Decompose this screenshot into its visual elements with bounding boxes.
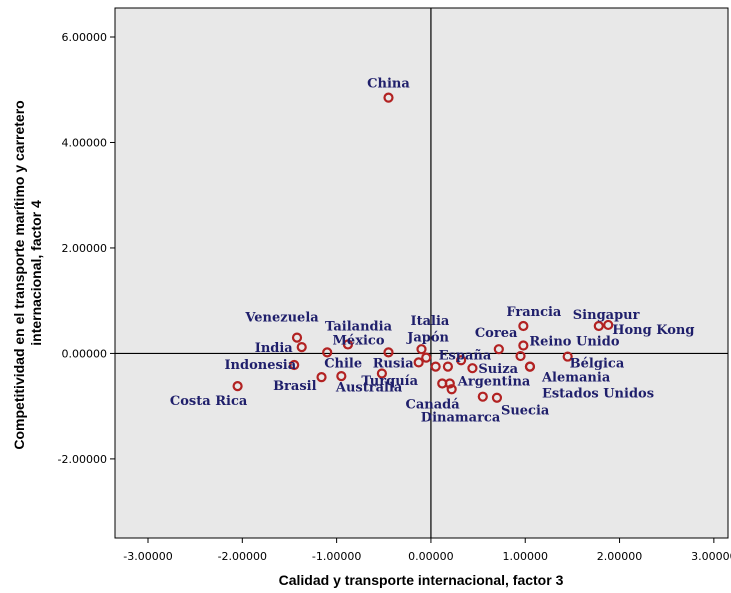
data-point [524, 361, 536, 372]
x-axis: -3.00000 -2.00000 -1.00000 0.00000 1.00000 2.… [123, 538, 731, 563]
point-label: Corea [475, 326, 518, 341]
data-point [562, 351, 573, 362]
plot-area [114, 7, 729, 539]
point-label: India [255, 341, 294, 356]
point-label: Japón [406, 331, 449, 346]
point-label: Venezuela [244, 311, 319, 326]
point-label: Costa Rica [170, 394, 248, 409]
point-label: México [333, 333, 385, 348]
point-label: España [439, 349, 492, 364]
data-point [316, 372, 327, 383]
x-tick-label: 3.00000 [691, 550, 731, 563]
point-label: China [367, 77, 410, 92]
data-point [322, 347, 333, 358]
point-label: Italia [411, 314, 450, 329]
point-label: Alemania [541, 371, 611, 386]
x-tick-label: -2.00000 [218, 550, 267, 563]
point-label: Brasil [273, 379, 317, 394]
point-label: Canadá [406, 397, 461, 412]
point-label: Reino Unido [529, 335, 619, 350]
y-tick-label: 6.00000 [62, 31, 108, 44]
data-point [336, 370, 347, 382]
point-label: Rusia [373, 356, 415, 371]
point-label: Indonesia [224, 358, 296, 373]
y-tick-label: 4.00000 [62, 136, 108, 149]
data-point [444, 378, 455, 389]
point-labels: China Venezuela India Indonesia Costa Rica Ch… [170, 77, 695, 426]
data-point [291, 332, 303, 343]
point-label: Dinamarca [421, 411, 501, 426]
x-tick-label: 1.00000 [502, 550, 548, 563]
data-point [456, 355, 467, 366]
data-point [518, 320, 529, 332]
y-tick-label: 2.00000 [62, 242, 108, 255]
point-label: Chile [324, 356, 362, 371]
data-point [491, 392, 503, 403]
data-point [342, 339, 354, 350]
x-tick-label: 2.00000 [597, 550, 643, 563]
data-point [421, 352, 432, 363]
point-label: Estados Unidos [542, 387, 654, 402]
point-label: Bélgica [570, 357, 625, 372]
point-label: Argentina [457, 374, 531, 389]
data-point [413, 357, 424, 368]
data-point [232, 381, 243, 392]
y-axis-title-line-2: internacional, factor 4 [28, 200, 44, 346]
data-points [232, 92, 614, 403]
data-point [442, 361, 454, 372]
y-axis-title-line-1: Competitividad en el transporte marítimo… [11, 100, 27, 449]
data-point [289, 359, 300, 371]
x-axis-title: Calidad y transporte internacional, fact… [279, 572, 564, 588]
data-point [603, 319, 614, 331]
data-point [518, 340, 529, 351]
point-label: Hong Kong [612, 323, 694, 338]
point-label: Australia [335, 380, 403, 395]
y-axis: -2.00000 0.00000 2.00000 4.00000 6.00000 [58, 31, 115, 466]
y-axis-title: Competitividad en el transporte marítimo… [11, 96, 44, 449]
data-point [593, 320, 604, 332]
x-tick-label: -3.00000 [123, 550, 172, 563]
data-point [430, 361, 441, 372]
point-label: Tailandia [325, 319, 393, 334]
point-label: Turquía [361, 374, 418, 389]
x-tick-label: 0.00000 [408, 550, 454, 563]
point-label: Francia [506, 305, 562, 320]
data-point [296, 341, 307, 353]
data-point [515, 350, 526, 362]
point-label: Singapur [573, 308, 640, 323]
data-point [416, 344, 427, 355]
x-tick-label: -1.00000 [312, 550, 361, 563]
data-point [383, 92, 394, 103]
data-point [493, 344, 504, 355]
y-tick-label: 0.00000 [62, 347, 108, 360]
y-tick-label: -2.00000 [58, 453, 107, 466]
point-label: Suecia [501, 404, 550, 419]
point-label: Suiza [478, 362, 518, 377]
data-point [383, 347, 394, 358]
data-point [376, 368, 387, 379]
data-point [477, 391, 488, 402]
data-point [467, 363, 478, 374]
data-point [446, 384, 457, 395]
